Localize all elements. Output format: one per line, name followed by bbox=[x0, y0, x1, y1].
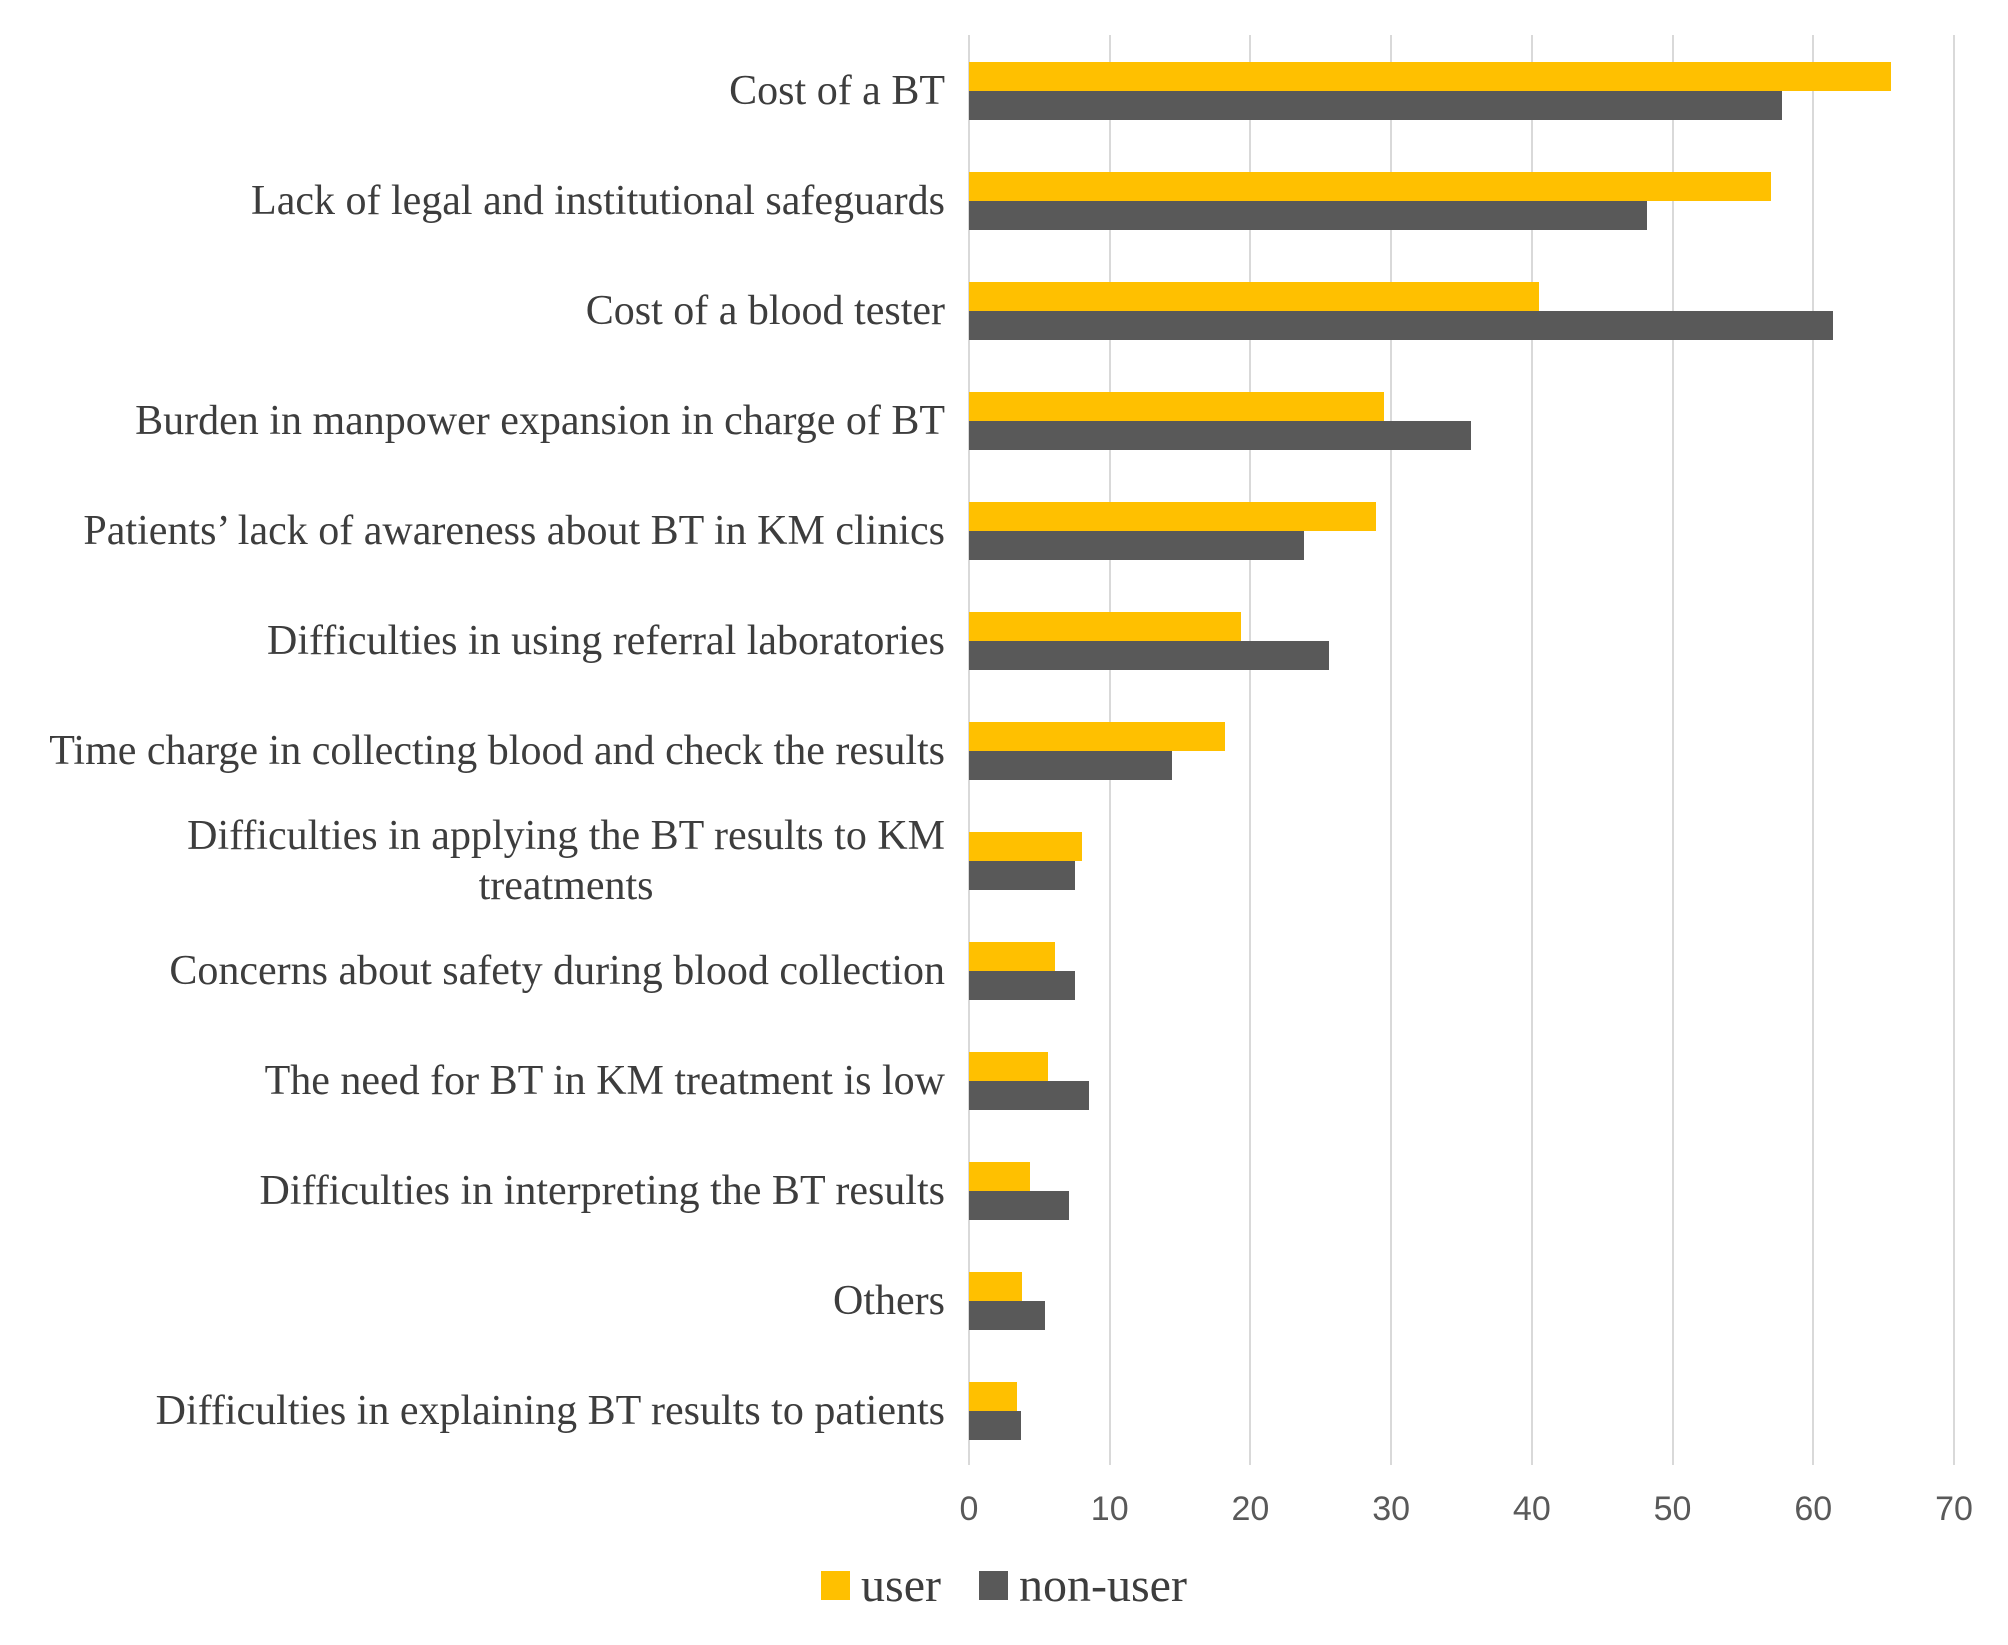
category-label: Difficulties in explaining BT results to… bbox=[155, 1387, 945, 1434]
non-user-bar bbox=[969, 861, 1075, 890]
legend-item-user: user bbox=[821, 1558, 941, 1613]
x-tick-label: 70 bbox=[1935, 1490, 1973, 1528]
user-bar bbox=[969, 1162, 1030, 1191]
user-bar bbox=[969, 62, 1891, 91]
gridline bbox=[1530, 35, 1533, 1465]
category-label: Cost of a blood tester bbox=[585, 287, 945, 334]
user-bar bbox=[969, 172, 1772, 201]
non-user-bar bbox=[969, 1301, 1045, 1330]
user-bar bbox=[969, 832, 1082, 861]
category-label: Others bbox=[833, 1277, 945, 1324]
user-bar bbox=[969, 282, 1539, 311]
non-user-bar bbox=[969, 421, 1472, 450]
category-label: The need for BT in KM treatment is low bbox=[264, 1057, 945, 1104]
non-user-bar bbox=[969, 1411, 1022, 1440]
non-user-bar bbox=[969, 641, 1330, 670]
non-user-bar bbox=[969, 1081, 1089, 1110]
category-label: Difficulties in applying the BT results … bbox=[187, 812, 945, 909]
non-user-bar bbox=[969, 91, 1783, 120]
legend-item-non-user: non-user bbox=[979, 1558, 1187, 1613]
user-bar bbox=[969, 392, 1385, 421]
x-tick-label: 60 bbox=[1794, 1490, 1833, 1528]
category-label: Burden in manpower expansion in charge o… bbox=[135, 397, 945, 444]
gridline bbox=[1953, 35, 1955, 1465]
user-bar bbox=[969, 1052, 1048, 1081]
category-label: Difficulties in using referral laborator… bbox=[267, 617, 945, 664]
gridline bbox=[1390, 35, 1393, 1465]
user-swatch-icon bbox=[821, 1571, 851, 1600]
non-user-bar bbox=[969, 1191, 1069, 1220]
category-label: Patients’ lack of awareness about BT in … bbox=[83, 507, 945, 554]
legend-label-user: user bbox=[861, 1559, 941, 1612]
legend-label-non-user: non-user bbox=[1019, 1559, 1187, 1612]
user-bar bbox=[969, 722, 1226, 751]
user-bar bbox=[969, 1382, 1017, 1411]
x-tick-label: 30 bbox=[1372, 1490, 1411, 1528]
non-user-bar bbox=[969, 531, 1304, 560]
user-bar bbox=[969, 1272, 1023, 1301]
gridline bbox=[1812, 35, 1815, 1465]
non-user-bar bbox=[969, 971, 1075, 1000]
category-label: Time charge in collecting blood and chec… bbox=[49, 727, 945, 774]
x-tick-label: 20 bbox=[1231, 1490, 1270, 1528]
gridline bbox=[1249, 35, 1252, 1465]
x-tick-label: 40 bbox=[1512, 1490, 1551, 1528]
user-bar bbox=[969, 612, 1241, 641]
category-label: Cost of a BT bbox=[729, 67, 945, 114]
legend: user non-user bbox=[0, 1558, 2008, 1613]
gridline bbox=[1671, 35, 1674, 1465]
non-user-bar bbox=[969, 751, 1172, 780]
category-label: Concerns about safety during blood colle… bbox=[169, 947, 945, 994]
category-label: Lack of legal and institutional safeguar… bbox=[251, 177, 945, 224]
x-tick-label: 0 bbox=[959, 1490, 979, 1528]
category-label: Difficulties in interpreting the BT resu… bbox=[259, 1167, 946, 1214]
user-bar bbox=[969, 942, 1055, 971]
x-tick-label: 50 bbox=[1653, 1490, 1692, 1528]
non-user-bar bbox=[969, 201, 1648, 230]
non-user-bar bbox=[969, 311, 1833, 340]
non-user-swatch-icon bbox=[979, 1571, 1008, 1600]
x-tick-label: 10 bbox=[1090, 1490, 1129, 1528]
user-bar bbox=[969, 502, 1376, 531]
